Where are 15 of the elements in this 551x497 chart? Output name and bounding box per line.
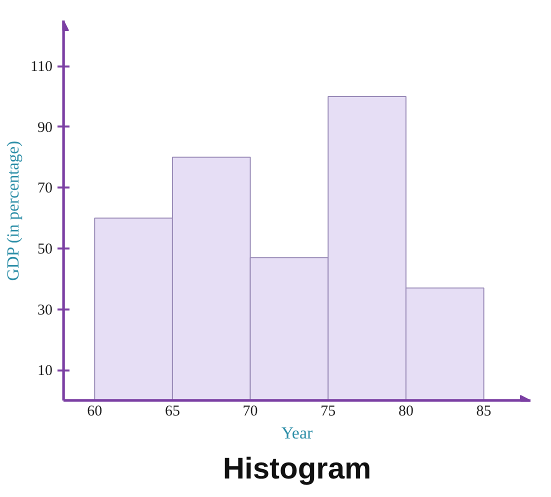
y-tick-label: 110	[30, 59, 53, 76]
x-tick-label: 60	[87, 404, 102, 420]
y-axis-title: GDP (in percentage)	[4, 140, 23, 281]
y-tick-label: 90	[38, 120, 52, 136]
x-tick-label: 75	[320, 404, 336, 420]
y-tick-label: 50	[38, 242, 52, 258]
x-tick-label: 70	[242, 404, 258, 420]
x-tick-label: 65	[164, 404, 180, 420]
y-tick-label: 70	[38, 180, 52, 197]
y-tick-label: 10	[38, 363, 52, 380]
y-tick-label: 30	[38, 302, 52, 318]
x-tick-label: 85	[476, 404, 492, 420]
x-tick-label: 80	[398, 404, 414, 420]
text: Histogram	[222, 452, 372, 486]
x-axis-title: Year	[281, 424, 313, 442]
